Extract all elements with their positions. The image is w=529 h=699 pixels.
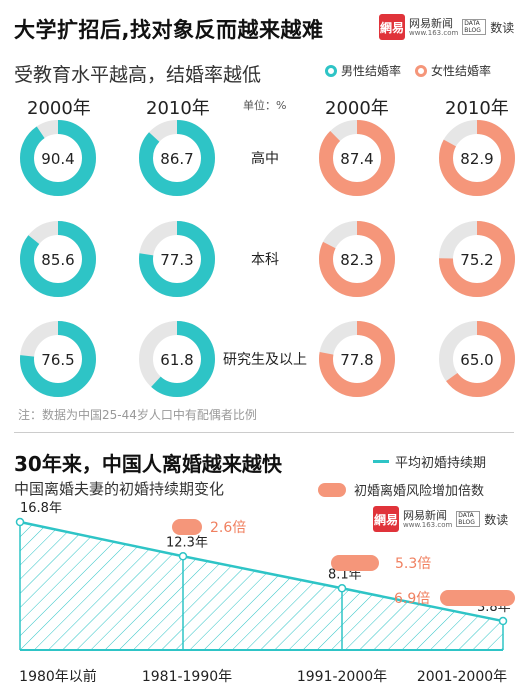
line-legend-icon [373,460,389,463]
donut-arc [20,221,96,297]
donut-value-label: 77.3 [160,251,193,269]
donut-highschool-4: 82.9 [439,120,515,196]
area-fill [20,522,503,650]
donut-value-label: 82.9 [460,150,493,168]
dushu-label-bottom: 数读 [484,512,509,527]
donut-graduate-2: 61.8 [139,321,215,397]
brand-name: 网易新闻 [409,16,453,30]
donut-bachelor-2: 77.3 [139,221,215,297]
column-year-3: 2000年 [325,98,389,119]
duration-value-label: 16.8年 [20,501,62,516]
donut-value-label: 87.4 [340,150,373,168]
risk-bar [331,555,379,571]
donut-value-label: 77.8 [340,351,373,369]
donut-bachelor-1: 85.6 [20,221,96,297]
page-subtitle: 受教育水平越高，结婚率越低 [14,64,262,86]
donut-arc [319,120,395,196]
donut-arc [20,120,96,196]
risk-bar [172,519,202,535]
duration-value-label: 12.3年 [166,535,208,550]
donut-value-label: 76.5 [41,351,74,369]
donut-highschool-3: 87.4 [319,120,395,196]
donut-arc [439,221,515,297]
donut-arc [319,321,395,397]
brand-logo-bottom: 網易 网易新闻 www.163.com DATA BLOG 数读 [373,506,508,532]
category-label: 1980年以前 [19,668,97,685]
donut-arc [20,321,96,397]
section-divider [14,432,514,433]
row-label-bachelor: 本科 [251,252,279,268]
donut-arc [139,120,215,196]
duration-point [337,584,347,593]
donut-arc [319,221,395,297]
donut-bachelor-3: 82.3 [319,221,395,297]
legend-bar: 初婚离婚风险增加倍数 [318,480,484,499]
legend-male: 男性结婚率 [341,64,402,78]
donut-arc [139,321,215,397]
donut-value-label: 85.6 [41,251,74,269]
risk-value-label: 5.3倍 [395,556,431,572]
donut-arc [439,321,515,397]
male-legend-icon [325,64,337,77]
brand-url: www.163.com [409,28,459,37]
donut-graduate-3: 77.8 [319,321,395,397]
duration-point [498,616,508,626]
dushu-label: 数读 [490,20,515,35]
donut-value-label: 65.0 [460,351,493,369]
donut-highschool-1: 90.4 [20,120,96,196]
duration-point [178,552,188,561]
donut-value-label: 61.8 [160,351,193,369]
donut-graduate-4: 65.0 [439,321,515,397]
donut-arc [139,221,215,297]
brand-logo: 網易 网易新闻 www.163.com DATA BLOG 数读 [379,14,514,40]
donut-value-label: 86.7 [160,150,193,168]
footnote: 注：数据为中国25-44岁人口中有配偶者比例 [18,408,257,422]
category-label: 1981-1990年 [142,669,232,685]
donut-bachelor-4: 75.2 [439,221,515,297]
legend-line: 平均初婚持续期 [373,452,486,471]
donut-value-label: 82.3 [340,251,373,269]
donut-chart: 90.4 86.7 87.4 82.9 85.6 77.3 82.3 75.2 76.5 61.8… [20,120,515,397]
donut-value-label: 90.4 [41,150,74,168]
datablog-badge: DATA BLOG [462,19,487,35]
donut-graduate-1: 76.5 [20,321,96,397]
category-label: 2001-2000年 [417,669,507,685]
risk-value-label: 6.9倍 [394,591,430,607]
brand-url-bottom: www.163.com [403,520,453,529]
risk-value-label: 2.6倍 [210,520,246,536]
column-year-2: 2010年 [146,98,210,119]
duration-value-label: 8.1年 [328,567,362,582]
row-label-highschool: 高中 [251,151,279,167]
female-legend-icon [415,64,428,77]
donut-arc [439,120,515,196]
legend-female: 女性结婚率 [431,64,492,78]
page-title: 大学扩招后,找对象反而越来越难 [14,18,324,42]
column-year-4: 2010年 [445,98,509,119]
brand-name-bottom: 网易新闻 [403,508,447,522]
unit-label: 单位：% [243,99,287,112]
category-label: 1991-2000年 [297,669,387,685]
donut-value-label: 75.2 [460,251,493,269]
legend-1: 男性结婚率 女性结婚率 [325,62,491,79]
column-year-1: 2000年 [27,98,91,119]
duration-line [19,520,504,623]
bar-legend-icon [318,482,346,497]
row-label-graduate: 研究生及以上 [223,352,307,368]
section2-subtitle: 中国离婚夫妻的初婚持续期变化 [14,480,225,498]
netease-logo-icon-bottom: 網易 [373,506,399,532]
section2-title: 30年来，中国人离婚越来越快 [14,452,282,476]
risk-bar [440,590,515,606]
datablog-badge-bottom: DATA BLOG [456,511,481,527]
netease-logo-icon: 網易 [379,14,405,40]
duration-point [15,517,25,527]
legend-line-label: 平均初婚持续期 [395,456,487,471]
donut-highschool-2: 86.7 [139,120,215,196]
legend-bar-label: 初婚离婚风险增加倍数 [354,484,485,499]
